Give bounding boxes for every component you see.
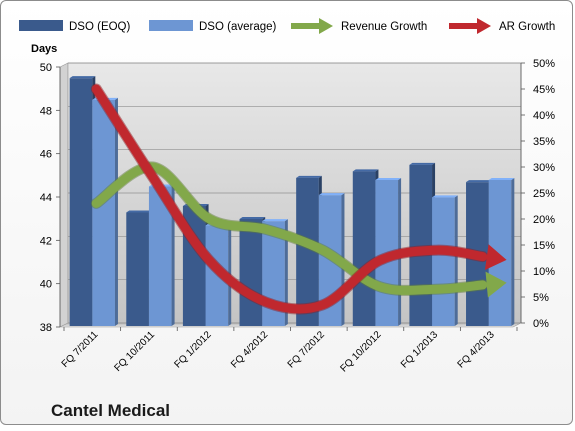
y2-tick-label: 15%	[533, 240, 555, 252]
y-tick-label: 38	[40, 322, 52, 334]
y2-tick-label: 50%	[533, 58, 555, 70]
bar-top	[466, 180, 492, 183]
legend-swatch	[291, 23, 321, 29]
bar-side	[284, 219, 288, 326]
bar	[432, 197, 455, 326]
legend-item: AR Growth	[449, 18, 555, 34]
y-tick-label: 46	[40, 149, 52, 161]
bar-top	[432, 195, 458, 198]
y-tick-label: 42	[40, 235, 52, 247]
bar-top	[352, 169, 379, 172]
legend-label: Revenue Growth	[341, 21, 427, 33]
x-tick-label: FQ 10/2012	[338, 329, 383, 374]
legend: DSO (EOQ) DSO (average) Revenue Growth AR G…	[19, 18, 555, 34]
y-tick-label: 50	[40, 62, 52, 74]
legend-swatch	[449, 23, 479, 29]
plot-area: 38 40 42 44 46 48 50 0% 5% 10% 15% 20% 25% 30% 35% 40% 4…	[40, 58, 555, 374]
bar-top	[318, 193, 345, 196]
y2-tick-label: 5%	[533, 292, 549, 304]
bar	[239, 219, 263, 326]
bar-top	[409, 162, 436, 165]
bar-side	[511, 178, 515, 326]
legend-item: DSO (EOQ)	[19, 20, 131, 33]
y2-tick-label: 40%	[533, 110, 555, 122]
bar	[352, 171, 376, 326]
y2-tick-label: 20%	[533, 214, 555, 226]
series-line-path	[91, 84, 488, 314]
legend-item: DSO (average)	[149, 20, 277, 33]
bar	[126, 212, 149, 326]
bar-top	[375, 178, 402, 180]
y2-tick-label: 35%	[533, 136, 555, 148]
x-tick-label: FQ 4/2013	[456, 329, 497, 370]
legend-item: Revenue Growth	[291, 18, 427, 34]
bar	[92, 99, 115, 326]
bar-top	[239, 217, 266, 219]
plot-side-wall	[59, 62, 69, 328]
bar-top	[69, 76, 96, 79]
legend-label: DSO (average)	[199, 21, 277, 33]
y2-tick-label: 10%	[533, 266, 555, 278]
y-tick-label: 44	[40, 192, 52, 204]
chart-title: Cantel Medical	[51, 401, 170, 420]
series-line	[90, 83, 507, 315]
bar	[148, 186, 172, 326]
y2-tick-label: 45%	[533, 84, 555, 96]
x-tick-label: FQ 1/2012	[172, 329, 213, 370]
bar-side	[114, 97, 118, 326]
y-tick-label: 40	[40, 279, 52, 291]
legend-arrow-icon	[319, 18, 333, 34]
x-tick-label: FQ 7/2011	[60, 329, 101, 370]
series-arrow-head	[485, 271, 507, 298]
bar-top	[262, 219, 288, 222]
y2-tick-label: 30%	[533, 162, 555, 174]
bar	[69, 78, 93, 327]
y2-tick-label: 0%	[533, 318, 549, 330]
y-axis-label: Days	[31, 43, 57, 55]
legend-swatch	[149, 20, 193, 31]
series-arrow-head	[484, 244, 507, 271]
bar-top	[126, 210, 152, 213]
y2-tick-label: 25%	[533, 188, 555, 200]
legend-label: AR Growth	[499, 21, 555, 33]
legend-label: DSO (EOQ)	[69, 21, 131, 33]
legend-swatch	[19, 20, 63, 31]
series-line	[90, 161, 507, 298]
legend-arrow-icon	[477, 18, 491, 34]
x-tick-label: FQ 4/2012	[229, 329, 270, 370]
bar	[296, 177, 319, 326]
bar-top	[488, 178, 515, 180]
bar-top	[296, 175, 322, 178]
x-tick-label: FQ 10/2011	[112, 329, 157, 374]
series-line-path	[91, 162, 488, 295]
y-tick-label: 48	[40, 105, 52, 117]
x-tick-label: FQ 1/2013	[399, 329, 440, 370]
x-tick-label: FQ 7/2012	[286, 329, 327, 370]
bar-side	[454, 195, 458, 326]
